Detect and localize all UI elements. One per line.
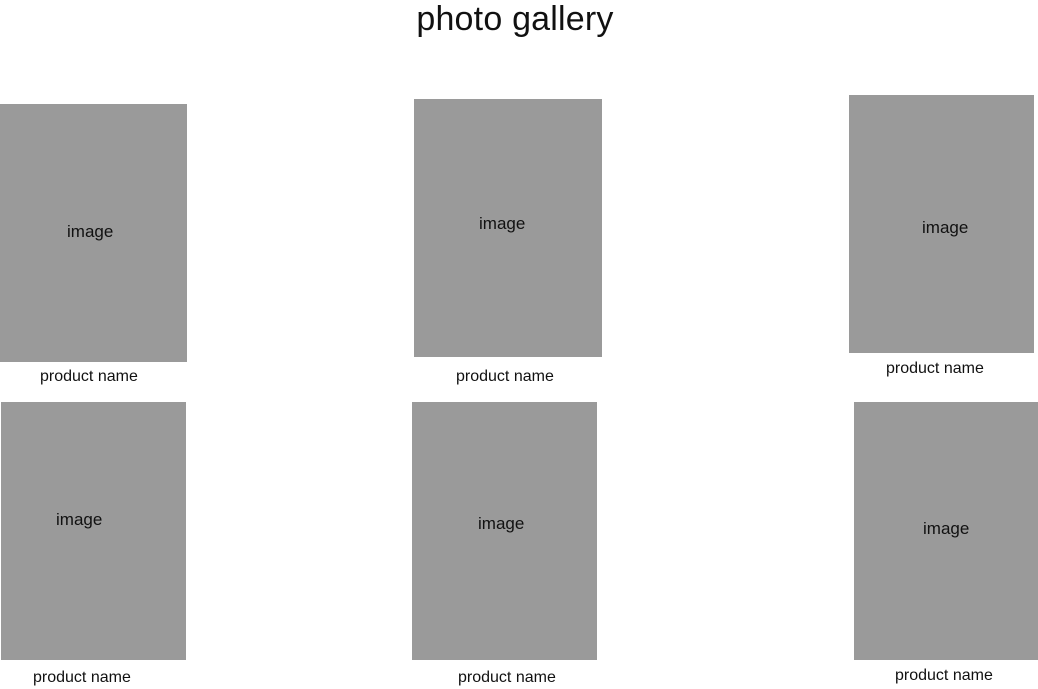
image-placeholder-label: image — [479, 214, 526, 233]
product-name[interactable]: product name — [40, 368, 138, 385]
product-image-placeholder[interactable]: image — [0, 104, 187, 362]
product-name[interactable]: product name — [456, 368, 554, 385]
product-name[interactable]: product name — [33, 669, 131, 686]
page-title: photo gallery — [416, 0, 614, 38]
image-placeholder-label: image — [478, 514, 525, 533]
product-image-placeholder[interactable]: image — [854, 402, 1038, 660]
image-placeholder-label: image — [922, 218, 969, 237]
product-name[interactable]: product name — [895, 667, 993, 684]
image-placeholder-label: image — [923, 519, 970, 538]
image-placeholder-label: image — [67, 222, 114, 241]
product-name[interactable]: product name — [458, 669, 556, 686]
image-placeholder-label: image — [56, 510, 103, 529]
product-image-placeholder[interactable]: image — [1, 402, 186, 660]
product-name[interactable]: product name — [886, 360, 984, 377]
product-image-placeholder[interactable]: image — [412, 402, 597, 660]
product-image-placeholder[interactable]: image — [849, 95, 1034, 353]
product-image-placeholder[interactable]: image — [414, 99, 602, 357]
